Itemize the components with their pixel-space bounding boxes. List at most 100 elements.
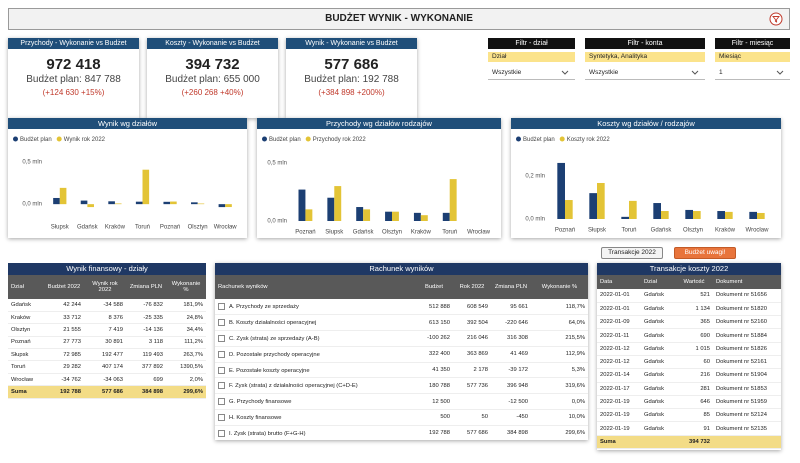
table-cell: 181,9% xyxy=(166,299,206,312)
bar xyxy=(717,211,725,219)
table-row: Poznań 27 773 30 891 3 118 111,2% xyxy=(8,336,206,350)
cell-text: 1 015 xyxy=(695,345,710,352)
chart-title: Przychody wg działów rodzajów xyxy=(326,119,432,128)
bar xyxy=(749,211,757,219)
table-cell: 64,0% xyxy=(531,314,588,332)
table-row: 2022-01-17 Gdańsk 281 Dokument nr 51853 xyxy=(597,382,781,396)
table-row: 2022-01-12 Gdańsk 60 Dokument nr 52161 xyxy=(597,355,781,370)
cell-text: 1 134 xyxy=(695,305,710,312)
table-cell: Gdańsk xyxy=(641,342,675,356)
cell-text: C. Zysk (strata) ze sprzedaży (A-B) xyxy=(229,336,320,342)
bar xyxy=(661,211,669,219)
table-cell: Dokument nr 52161 xyxy=(713,355,781,370)
table-row: 2022-01-19 Gdańsk 85 Dokument nr 52124 xyxy=(597,408,781,423)
bar xyxy=(589,193,597,219)
cell-text: Suma xyxy=(600,438,616,445)
table-cell: 322 400 xyxy=(415,346,453,363)
bar xyxy=(597,182,605,219)
expand-box[interactable] xyxy=(218,398,225,406)
expand-box[interactable] xyxy=(218,413,225,421)
bar xyxy=(327,197,335,221)
table-row: 2022-01-14 Gdańsk 216 Dokument nr 51904 xyxy=(597,368,781,383)
column-header: Zmiana PLN xyxy=(126,275,166,299)
cell-text: 119 493 xyxy=(142,351,163,358)
cell-text: E. Pozostałe koszty operacyjne xyxy=(229,367,310,374)
bar xyxy=(218,204,226,208)
kpi-change: (+260 268 +40%) xyxy=(181,88,244,97)
table-row: 2022-01-12 Gdańsk 1 015 Dokument nr 51826 xyxy=(597,342,781,356)
filter: Filtr - dział Dział Wszystkie xyxy=(488,38,575,82)
table-cell: 1 134 xyxy=(675,302,713,317)
table-cell: 7 419 xyxy=(84,323,126,337)
cell-text: 281 xyxy=(700,385,710,392)
expand-box[interactable] xyxy=(218,303,225,311)
cell-text: Dokument nr 51853 xyxy=(716,385,767,392)
table-cell: -76 832 xyxy=(126,299,166,312)
cell-text: 41 350 xyxy=(432,367,450,374)
table-row: Kraków 33 712 8 376 -25 335 24,8% xyxy=(8,311,206,325)
cell-text: -76 832 xyxy=(143,301,163,308)
table-head: Dział Budżet 2022 Wynik rok 2022 Zmiana PLN… xyxy=(8,275,206,299)
cell-text: 41 469 xyxy=(510,351,528,358)
expand-box[interactable] xyxy=(218,319,225,327)
y-tick-label: 0,2 mln xyxy=(525,173,545,179)
bar xyxy=(298,189,306,221)
x-tick-label: Poznań xyxy=(160,225,180,231)
kpi-value: 577 686 xyxy=(324,56,379,73)
cell-text: Gdańsk xyxy=(644,332,664,339)
filter-select[interactable]: 1 xyxy=(715,66,790,80)
cell-text: Gdańsk xyxy=(644,359,664,366)
cell-text: 50 xyxy=(481,414,488,421)
cell-text: 646 xyxy=(700,399,710,406)
legend-label: Koszty rok 2022 xyxy=(567,137,611,143)
table-cell: Gdańsk xyxy=(641,395,675,410)
table-cell: 299,6% xyxy=(531,425,588,440)
bar xyxy=(653,203,661,219)
y-tick-label: 0,0 mln xyxy=(267,219,287,225)
table-row: 2022-01-11 Gdańsk 690 Dokument nr 51884 xyxy=(597,328,781,343)
cell-text: 2022-01-12 xyxy=(600,345,630,352)
cell-text: Olsztyn xyxy=(11,326,31,333)
filter-icon[interactable] xyxy=(769,12,783,26)
chart-title: Wynik wg działów xyxy=(98,119,158,128)
y-tick-label: 0,0 mln xyxy=(22,202,42,208)
cell-text: 111,2% xyxy=(184,339,203,346)
expand-box[interactable] xyxy=(218,366,225,374)
column-header: Data xyxy=(597,275,641,289)
table-row: I. Zysk (strata) brutto (F+G-H) 192 788 57… xyxy=(215,425,588,440)
chart-title-bar xyxy=(257,118,501,129)
table-cell: D. Pozostałe przychody operacyjne xyxy=(215,346,415,363)
expand-box[interactable] xyxy=(218,382,225,390)
cell-text: Dokument nr 52135 xyxy=(716,425,767,432)
table-row: B. Koszty działalności operacyjnej 613 15… xyxy=(215,314,588,332)
table-cell: -25 335 xyxy=(126,311,166,325)
table-cell: 24,8% xyxy=(166,311,206,325)
bar xyxy=(629,200,637,219)
cell-text: 10,0% xyxy=(568,414,585,421)
table-cell: 27 773 xyxy=(44,336,84,350)
cell-text: B. Koszty działalności operacyjnej xyxy=(229,320,317,327)
table-cell: 10,0% xyxy=(531,409,588,426)
expand-box[interactable] xyxy=(218,350,225,358)
cell-text: Gdańsk xyxy=(644,305,664,312)
button[interactable]: Transakcje 2022 xyxy=(601,247,663,259)
cell-text: 91 xyxy=(703,425,710,432)
filter-select[interactable]: Wszystkie xyxy=(488,66,575,80)
table-cell: -100 262 xyxy=(415,330,453,347)
kpi-title: Wynik - Wykonanie vs Budżet xyxy=(286,38,417,49)
button[interactable]: Budżet uwagi! xyxy=(674,247,736,259)
filter-select[interactable]: Wszystkie xyxy=(585,66,705,80)
x-tick-label: Gdańsk xyxy=(77,225,99,231)
expand-box[interactable] xyxy=(218,429,225,437)
table-cell: 8 376 xyxy=(84,311,126,325)
cell-text: 215,5% xyxy=(565,335,585,342)
table-cell: Gdańsk xyxy=(641,355,675,370)
table-cell: 33 712 xyxy=(44,311,84,325)
table-cell: -34 588 xyxy=(84,299,126,312)
bar xyxy=(225,204,232,208)
x-tick-label: Toruń xyxy=(135,225,150,231)
table-cell: 392 504 xyxy=(453,314,491,332)
expand-box[interactable] xyxy=(218,334,225,342)
table-cell: Gdańsk xyxy=(8,299,44,312)
